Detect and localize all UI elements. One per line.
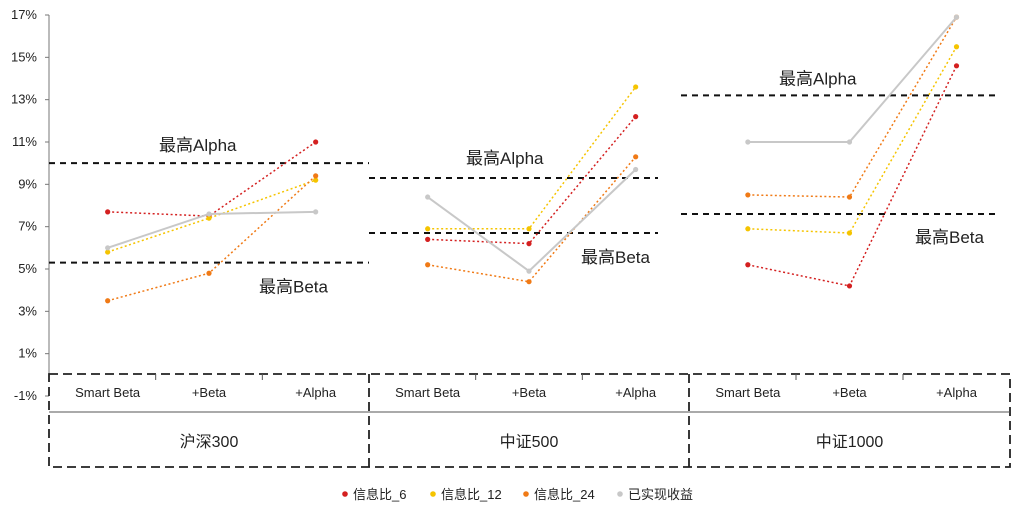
reference-line-label: 最高Alpha [466, 149, 544, 168]
y-tick-label: 17% [11, 7, 37, 22]
category-box-outline [48, 373, 1011, 468]
data-point [105, 245, 111, 251]
data-point [846, 194, 853, 200]
data-point [953, 63, 960, 69]
data-point [526, 279, 532, 285]
data-point [745, 139, 751, 145]
data-point [745, 262, 751, 268]
data-point [846, 230, 853, 236]
category-label: +Alpha [936, 385, 978, 400]
data-point [425, 226, 431, 232]
y-axis: -1% 1% 3% 5% 7% 9% 11% 13% 15% 17% [11, 7, 50, 403]
data-point [105, 298, 111, 304]
data-point [313, 139, 319, 145]
data-point [846, 283, 853, 289]
data-point [953, 44, 960, 50]
data-point [745, 192, 751, 198]
series-lines [105, 14, 960, 304]
y-tick-label: 7% [18, 219, 37, 234]
series-line [747, 16, 958, 198]
data-point [633, 166, 639, 173]
y-tick-label: 13% [11, 92, 37, 107]
series-line [107, 179, 316, 253]
series-line [747, 46, 958, 234]
data-point [633, 154, 639, 160]
y-tick-label: 11% [12, 134, 37, 149]
data-point [526, 241, 532, 247]
series-line [747, 65, 958, 287]
reference-line-label: 最高Beta [581, 248, 651, 267]
category-frames: Smart Beta +Beta +Alpha 沪深300 Smart Beta +Bet… [48, 373, 1011, 468]
category-label: +Beta [192, 385, 227, 400]
data-point [633, 114, 639, 120]
data-point [425, 262, 431, 268]
data-point [105, 209, 111, 215]
y-tick-label: 5% [18, 261, 37, 276]
legend-label: 信息比_24 [534, 487, 595, 502]
data-point [633, 84, 639, 90]
y-tick-label: 15% [11, 49, 37, 64]
legend: 信息比_6 信息比_12 信息比_24 已实现收益 [342, 487, 693, 502]
category-label: +Beta [512, 385, 547, 400]
reference-line-label: 最高Beta [259, 278, 329, 297]
series-line [427, 116, 637, 245]
legend-label: 信息比_12 [441, 487, 502, 502]
reference-line-label: 最高Beta [915, 228, 985, 247]
group-label: 中证1000 [816, 433, 884, 451]
legend-marker [617, 491, 623, 497]
category-label: +Alpha [295, 385, 337, 400]
data-point [313, 173, 319, 179]
reference-line-label: 最高Alpha [159, 136, 237, 155]
data-point [206, 270, 212, 276]
data-point [953, 14, 960, 20]
category-label: Smart Beta [75, 385, 141, 400]
data-point [313, 209, 319, 215]
legend-label: 信息比_6 [353, 487, 406, 502]
y-tick-label: -1% [14, 388, 38, 403]
data-point [425, 194, 431, 200]
y-tick-label: 1% [18, 346, 37, 361]
y-tick-label: 9% [18, 176, 37, 191]
category-label: +Alpha [615, 385, 657, 400]
data-point [526, 268, 532, 274]
category-label: Smart Beta [395, 385, 461, 400]
legend-marker [523, 491, 529, 497]
legend-marker [342, 491, 348, 497]
y-tick-label: 3% [18, 303, 37, 318]
category-label: Smart Beta [715, 385, 781, 400]
legend-label: 已实现收益 [628, 487, 693, 502]
series-line [427, 156, 637, 283]
data-point [526, 226, 532, 232]
data-point [425, 236, 431, 242]
data-point [206, 215, 212, 221]
data-point [846, 139, 853, 145]
data-point [206, 211, 212, 217]
group-label: 沪深300 [180, 433, 239, 451]
group-label: 中证500 [500, 433, 559, 451]
reference-line-label: 最高Alpha [779, 69, 857, 88]
data-point [745, 226, 751, 232]
reference-lines: 最高Alpha 最高Beta 最高Alpha 最高Beta 最高Alpha 最高Beta [49, 69, 1000, 297]
data-point [105, 249, 111, 255]
legend-marker [430, 491, 436, 497]
category-label: +Beta [832, 385, 867, 400]
data-point [313, 177, 319, 183]
